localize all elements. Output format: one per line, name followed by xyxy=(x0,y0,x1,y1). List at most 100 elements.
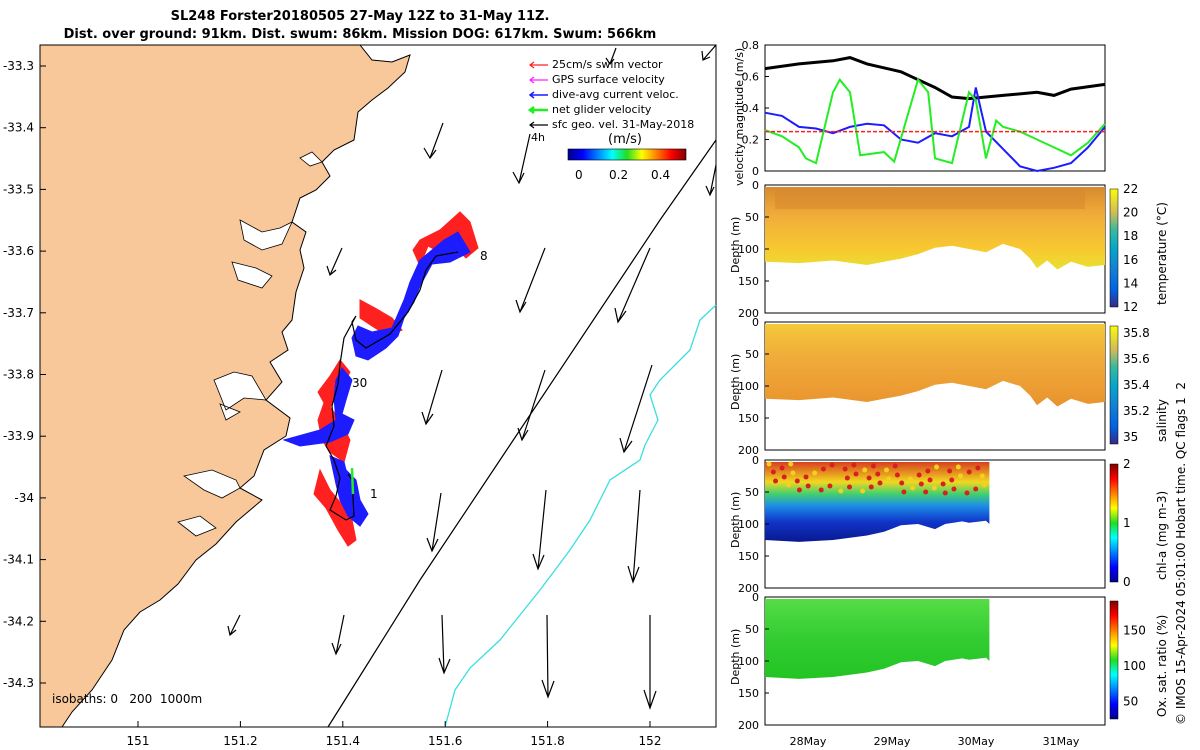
isobath-1000 xyxy=(444,304,717,728)
chl-sample-dot xyxy=(964,490,970,496)
profile-colorbar xyxy=(1109,600,1119,720)
lon-tick-labels: 151 151.2 151.4 151.6 151.8 152 xyxy=(127,721,661,748)
chl-sample-dot xyxy=(925,468,931,474)
chl-sample-dot xyxy=(892,463,898,469)
colorbar-tick-02: 0.2 xyxy=(609,168,628,182)
colorbar-tick-label: 35.6 xyxy=(1123,352,1150,366)
profile-colorbar xyxy=(1109,463,1119,583)
geo-arrow xyxy=(438,614,451,675)
colorbar-tick-label: 150 xyxy=(1123,624,1146,638)
velocity-line-black xyxy=(764,56,1106,101)
colorbar-tick-label: 1 xyxy=(1123,516,1131,530)
chl-sample-dot xyxy=(951,486,957,492)
profile-data-area xyxy=(765,324,1105,407)
chl-sample-dot xyxy=(870,463,876,469)
chl-sample-dot xyxy=(773,478,779,484)
depth-tick-label: 150 xyxy=(738,412,759,425)
depth-tick-label: 50 xyxy=(745,211,759,224)
chl-sample-dot xyxy=(949,477,955,483)
profile-panel-1: 0 50 100 150 200 Depth (m) 12 14 16 18 20 22 tempera… xyxy=(729,179,1169,320)
scale-label: 4h xyxy=(531,131,545,144)
depth-tick-label: 0 xyxy=(752,179,759,192)
legend-net-symbol xyxy=(527,106,548,114)
colorbar-tick-label: 35 xyxy=(1123,430,1138,444)
geo-arrow xyxy=(515,247,546,314)
chl-sample-dot xyxy=(814,479,820,485)
depth-tick-label: 100 xyxy=(738,655,759,668)
geo-arrow xyxy=(619,364,653,454)
lat-tick-label: -34 xyxy=(14,491,34,505)
depth-tick-label: 200 xyxy=(738,444,759,457)
chl-sample-dot xyxy=(805,483,811,489)
colorbar-tick-label: 18 xyxy=(1123,229,1138,243)
chl-sample-dot xyxy=(916,472,922,478)
depth-axis-label: Depth (m) xyxy=(729,354,742,410)
chl-sample-dot xyxy=(868,484,874,490)
depth-tick-label: 0 xyxy=(752,591,759,604)
profile-data-area xyxy=(765,599,990,679)
colorbar-tick-label: 20 xyxy=(1123,206,1138,220)
geo-arrow xyxy=(227,614,241,637)
chl-sample-dot xyxy=(931,485,937,491)
title-line-1: SL248 Forster20180505 27-May 12Z to 31-M… xyxy=(170,9,550,24)
track-label-30: 30 xyxy=(352,376,367,390)
depth-tick-label: 150 xyxy=(738,550,759,563)
chl-sample-dot xyxy=(829,462,835,468)
chl-sample-dot xyxy=(901,489,907,495)
chl-sample-dot xyxy=(818,487,824,493)
depth-tick-label: 0 xyxy=(752,316,759,329)
time-tick-label: 30May xyxy=(958,735,995,748)
lat-tick-label: -33.5 xyxy=(3,182,34,196)
chl-sample-dot xyxy=(973,486,979,492)
chl-sample-dot xyxy=(851,462,857,468)
chl-sample-dot xyxy=(934,464,940,470)
chl-sample-dot xyxy=(940,481,946,487)
velocity-ytick-label: 0.2 xyxy=(742,134,760,147)
lat-tick-label: -33.3 xyxy=(3,59,34,73)
chl-sample-dot xyxy=(957,473,963,479)
chl-sample-dot xyxy=(770,469,776,475)
current-vectors xyxy=(282,231,471,527)
lon-tick-label: 151.8 xyxy=(530,734,564,748)
isobaths-label: isobaths: 0 200 1000m xyxy=(52,692,202,706)
chl-sample-dot xyxy=(927,477,933,483)
chl-sample-dot xyxy=(947,468,953,474)
colorbar-tick-label: 2 xyxy=(1123,457,1131,471)
track-label-8: 8 xyxy=(480,249,488,263)
geo-arrow xyxy=(326,247,343,277)
velocity-ylabel: velocity magnitude (m/s) xyxy=(733,48,746,186)
legend-gps-label: GPS surface velocity xyxy=(552,73,665,86)
colorbar-title: temperature (°C) xyxy=(1155,202,1169,305)
chl-sample-dot xyxy=(790,470,796,476)
velocity-ytick-label: 0.4 xyxy=(742,102,760,115)
lat-tick-label: -34.3 xyxy=(3,676,34,690)
depth-tick-label: 50 xyxy=(745,348,759,361)
chl-sample-dot xyxy=(779,465,785,471)
map-legend: 25cm/s swim vector GPS surface velocity … xyxy=(527,58,694,182)
lon-tick-label: 151 xyxy=(127,734,150,748)
colorbar-tick-label: 0 xyxy=(1123,575,1131,589)
chl-sample-dot xyxy=(812,470,818,476)
legend-swim-symbol xyxy=(529,61,548,69)
geo-arrow xyxy=(605,47,617,66)
geo-arrow xyxy=(705,164,717,197)
depth-tick-label: 50 xyxy=(745,623,759,636)
legend-net-label: net glider velocity xyxy=(552,103,652,116)
depth-axis-label: Depth (m) xyxy=(729,492,742,548)
profile-colorbar xyxy=(1109,325,1119,445)
lat-tick-label: -33.9 xyxy=(3,429,34,443)
chl-sample-dot xyxy=(766,461,772,467)
legend-swim-label: 25cm/s swim vector xyxy=(552,58,663,71)
geo-arrow xyxy=(541,614,555,699)
legend-gps-symbol xyxy=(529,76,548,84)
depth-tick-label: 0 xyxy=(752,454,759,467)
colorbar-tick-label: 14 xyxy=(1123,276,1138,290)
geo-arrow xyxy=(643,615,657,710)
lat-tick-label: -33.7 xyxy=(3,306,34,320)
chl-sample-dot xyxy=(886,476,892,482)
depth-tick-label: 100 xyxy=(738,518,759,531)
track-label-1: 1 xyxy=(370,487,378,501)
depth-tick-label: 200 xyxy=(738,307,759,320)
